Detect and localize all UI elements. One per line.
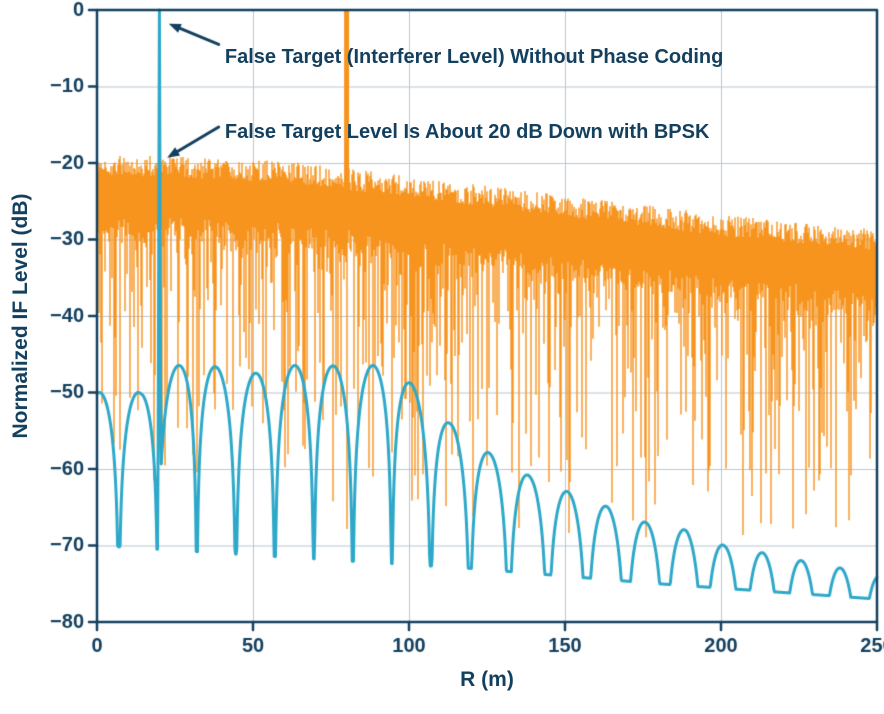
annotation-bpsk-20db-down: False Target Level Is About 20 dB Down w…: [224, 121, 710, 144]
annotation-without-phase-coding: False Target (Interferer Level) Without …: [224, 46, 724, 69]
x-axis-title: R (m): [460, 668, 514, 691]
y-axis-title: Normalized IF Level (dB): [9, 193, 32, 439]
